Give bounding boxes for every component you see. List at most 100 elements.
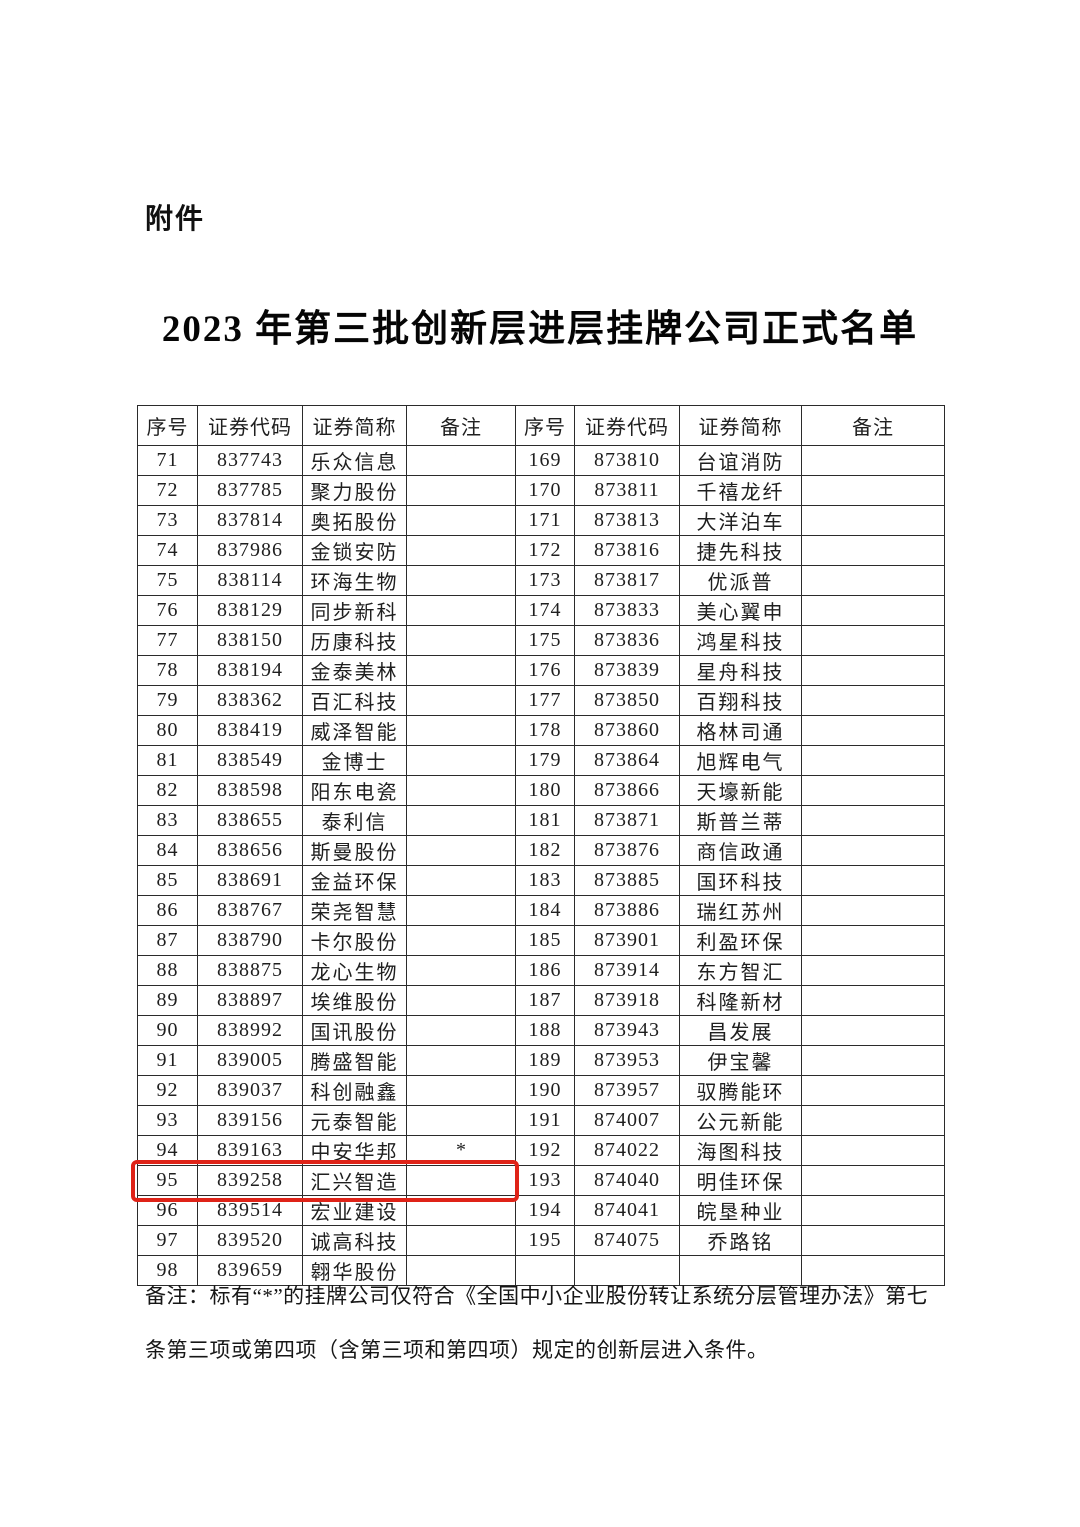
right-code-cell: 873850: [574, 685, 680, 716]
left-code-cell: 838790: [197, 925, 303, 956]
right-serial-cell: 190: [515, 1075, 575, 1106]
left-remark-cell: [406, 985, 516, 1016]
left-serial-cell: 89: [137, 985, 198, 1016]
right-name-cell: 格林司通: [679, 715, 802, 746]
footnote-line-2: 条第三项或第四项（含第三项和第四项）规定的创新层进入条件。: [145, 1338, 769, 1362]
right-serial-cell: 187: [515, 985, 575, 1016]
left-remark-cell: [406, 955, 516, 986]
left-code-cell: 838129: [197, 595, 303, 626]
right-name-cell: 海图科技: [679, 1135, 802, 1166]
table-row: 87 838790 卡尔股份 185 873901 利盈环保: [137, 925, 945, 956]
left-name-cell: 泰利信: [302, 805, 407, 836]
left-remark-cell: [406, 475, 516, 506]
right-code-cell: 873885: [574, 865, 680, 896]
right-remark-cell: [801, 895, 945, 926]
left-serial-cell: 85: [137, 865, 198, 896]
left-serial-cell: 84: [137, 835, 198, 866]
left-remark-cell: [406, 805, 516, 836]
left-serial-cell: 77: [137, 625, 198, 656]
right-name-cell: 乔路铭: [679, 1225, 802, 1256]
left-code-cell: 839258: [197, 1165, 303, 1196]
right-serial-cell: 195: [515, 1225, 575, 1256]
right-name-cell: 星舟科技: [679, 655, 802, 686]
right-code-cell: 873833: [574, 595, 680, 626]
footnote-line-1: 备注：标有“*”的挂牌公司仅符合《全国中小企业股份转让系统分层管理办法》第七: [145, 1284, 929, 1308]
table-row: 95 839258 汇兴智造 193 874040 明佳环保: [137, 1165, 945, 1196]
table-row: 76 838129 同步新科 174 873833 美心翼申: [137, 595, 945, 626]
table-row: 85 838691 金益环保 183 873885 国环科技: [137, 865, 945, 896]
column-header: 证券简称: [302, 405, 407, 446]
left-serial-cell: 87: [137, 925, 198, 956]
left-serial-cell: 92: [137, 1075, 198, 1106]
left-name-cell: 卡尔股份: [302, 925, 407, 956]
right-name-cell: 科隆新材: [679, 985, 802, 1016]
right-name-cell: 百翔科技: [679, 685, 802, 716]
table-row: 72 837785 聚力股份 170 873811 千禧龙纤: [137, 475, 945, 506]
left-name-cell: 科创融鑫: [302, 1075, 407, 1106]
right-code-cell: 873901: [574, 925, 680, 956]
right-code-cell: 874022: [574, 1135, 680, 1166]
right-remark-cell: [801, 1255, 945, 1286]
left-name-cell: 金博士: [302, 745, 407, 776]
right-remark-cell: [801, 625, 945, 656]
left-remark-cell: [406, 775, 516, 806]
right-code-cell: 873943: [574, 1015, 680, 1046]
right-remark-cell: [801, 535, 945, 566]
right-name-cell: 千禧龙纤: [679, 475, 802, 506]
right-serial-cell: 178: [515, 715, 575, 746]
left-serial-cell: 93: [137, 1105, 198, 1136]
left-remark-cell: [406, 1045, 516, 1076]
left-code-cell: 839156: [197, 1105, 303, 1136]
left-name-cell: 宏业建设: [302, 1195, 407, 1226]
right-serial-cell: 171: [515, 505, 575, 536]
right-name-cell: 利盈环保: [679, 925, 802, 956]
right-serial-cell: 179: [515, 745, 575, 776]
table-row: 90 838992 国讯股份 188 873943 昌发展: [137, 1015, 945, 1046]
right-code-cell: 873871: [574, 805, 680, 836]
left-name-cell: 阳东电瓷: [302, 775, 407, 806]
left-code-cell: 838194: [197, 655, 303, 686]
left-serial-cell: 81: [137, 745, 198, 776]
table-row: 77 838150 历康科技 175 873836 鸿星科技: [137, 625, 945, 656]
left-serial-cell: 98: [137, 1255, 198, 1286]
left-serial-cell: 95: [137, 1165, 198, 1196]
right-serial-cell: 189: [515, 1045, 575, 1076]
left-code-cell: 838419: [197, 715, 303, 746]
right-remark-cell: [801, 505, 945, 536]
right-name-cell: 皖垦种业: [679, 1195, 802, 1226]
right-serial-cell: 185: [515, 925, 575, 956]
right-name-cell: 美心翼申: [679, 595, 802, 626]
right-serial-cell: 172: [515, 535, 575, 566]
left-code-cell: 837986: [197, 535, 303, 566]
right-serial-cell: 192: [515, 1135, 575, 1166]
left-code-cell: 839520: [197, 1225, 303, 1256]
left-code-cell: 839037: [197, 1075, 303, 1106]
table-row: 80 838419 威泽智能 178 873860 格林司通: [137, 715, 945, 746]
right-code-cell: [574, 1255, 680, 1286]
left-remark-cell: [406, 565, 516, 596]
left-remark-cell: [406, 595, 516, 626]
right-remark-cell: [801, 595, 945, 626]
right-code-cell: 873810: [574, 445, 680, 476]
right-remark-cell: [801, 685, 945, 716]
right-name-cell: 国环科技: [679, 865, 802, 896]
right-name-cell: 优派普: [679, 565, 802, 596]
right-remark-cell: [801, 1165, 945, 1196]
right-code-cell: 873957: [574, 1075, 680, 1106]
table-row: 89 838897 埃维股份 187 873918 科隆新材: [137, 985, 945, 1016]
left-code-cell: 839659: [197, 1255, 303, 1286]
right-code-cell: 873876: [574, 835, 680, 866]
right-code-cell: 873816: [574, 535, 680, 566]
right-name-cell: 鸿星科技: [679, 625, 802, 656]
right-code-cell: 873813: [574, 505, 680, 536]
right-code-cell: 874075: [574, 1225, 680, 1256]
right-remark-cell: [801, 805, 945, 836]
right-serial-cell: 193: [515, 1165, 575, 1196]
left-remark-cell: *: [406, 1135, 516, 1166]
left-remark-cell: [406, 835, 516, 866]
company-table: 序号 证券代码 证券简称 备注 序号 证券代码 证券简称 备注 71 837743 乐众信息 169…: [137, 405, 945, 1286]
left-serial-cell: 96: [137, 1195, 198, 1226]
right-name-cell: 瑞红苏州: [679, 895, 802, 926]
left-serial-cell: 83: [137, 805, 198, 836]
left-name-cell: 国讯股份: [302, 1015, 407, 1046]
